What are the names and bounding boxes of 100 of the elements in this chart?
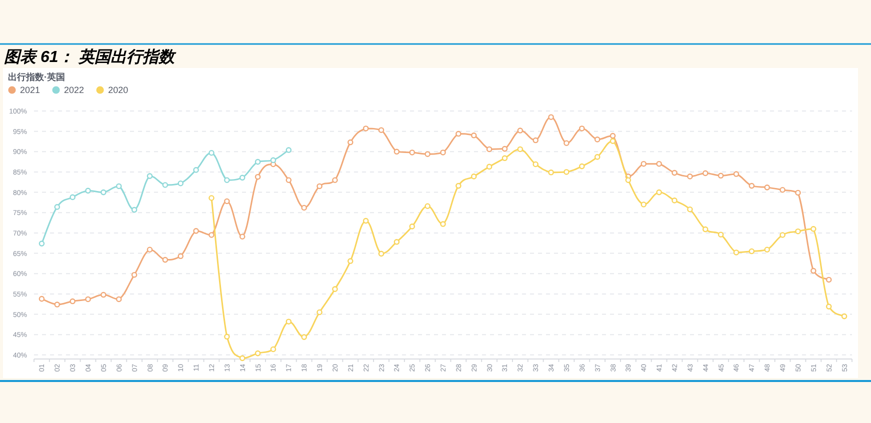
point [780,232,786,238]
point [286,147,292,153]
point [810,268,816,274]
point [38,240,45,246]
point [254,158,261,165]
point [748,248,755,254]
point [456,130,462,137]
point [780,186,786,193]
point [517,146,524,152]
point [178,253,184,260]
point [702,170,708,176]
point [378,127,384,134]
point [733,171,740,177]
point [239,234,246,240]
point [239,174,246,181]
point [564,169,570,175]
point [409,150,416,156]
point [270,346,276,352]
legend-label: 2022 [64,85,84,95]
point [440,221,446,227]
point [301,204,307,211]
point [672,198,678,204]
point [85,188,91,194]
point [286,318,292,324]
point [224,177,230,184]
point [748,182,755,189]
point [409,224,416,230]
point [610,132,616,139]
point [254,350,261,356]
point [440,150,446,156]
chart-title: 图表 61： 英国出行指数 [4,48,177,66]
point [656,189,662,196]
point [795,228,801,234]
point [239,355,246,362]
point [162,182,168,188]
point [193,228,199,234]
point [564,140,570,146]
point [486,164,492,170]
point [316,309,322,316]
point [208,150,214,156]
point [70,194,76,200]
point [672,170,678,176]
point [100,292,106,298]
point [38,296,45,302]
point [362,218,369,224]
point [316,183,322,190]
point [810,226,816,232]
point [579,163,585,170]
point [702,226,708,232]
point [733,250,740,256]
point [224,334,230,340]
point [610,138,616,144]
point [100,189,106,196]
point [718,172,724,179]
chart-subtitle: 出行指数·英国 [8,72,65,82]
point [424,203,430,210]
point [332,177,338,184]
point [687,174,693,180]
point [131,206,138,213]
point [625,177,632,184]
point [394,239,400,245]
point [517,128,524,134]
point [532,161,539,168]
point [718,232,724,238]
point [594,154,600,160]
point [424,151,430,157]
point [146,246,153,253]
point [178,180,184,186]
point [224,198,230,204]
point [70,298,76,304]
point [162,256,168,263]
point [470,132,477,138]
point [131,272,138,278]
point [394,148,400,155]
point [208,232,214,238]
point [85,296,91,302]
point [640,160,647,167]
point [687,206,693,212]
point [826,304,832,310]
point [841,313,848,320]
point [54,302,60,308]
point [347,258,354,264]
point [193,167,199,173]
point [254,174,261,180]
point [270,157,276,164]
point [764,184,770,190]
point [764,246,770,253]
point [640,202,647,208]
legend-label: 2020 [108,85,128,95]
point [208,195,214,201]
point [826,276,832,283]
point [656,160,662,167]
point [54,204,60,210]
point [116,183,122,190]
point [146,173,153,179]
point [116,296,122,302]
point [362,126,369,132]
point [502,155,508,162]
point [795,190,801,196]
point [301,334,307,340]
